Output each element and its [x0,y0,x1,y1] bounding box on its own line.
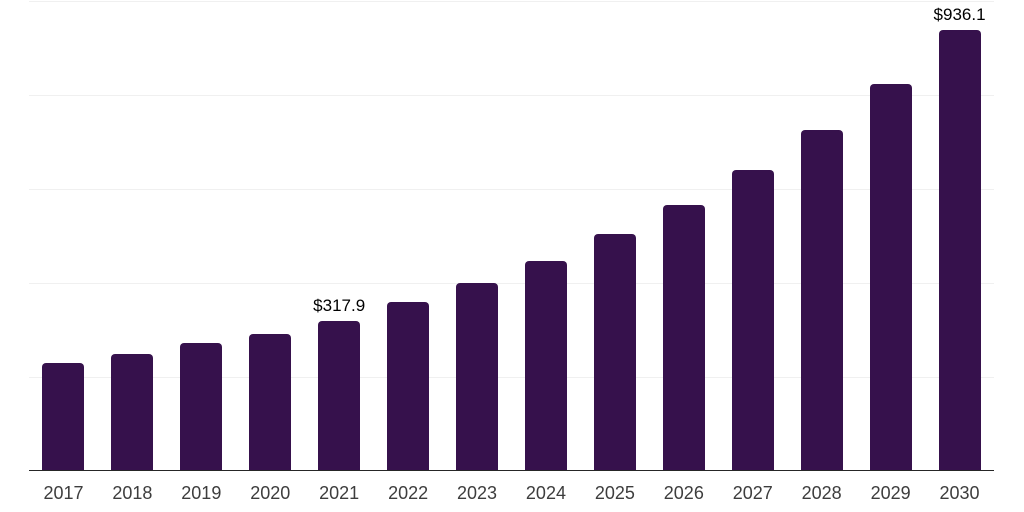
bar-2025 [593,234,636,470]
gridline-200 [29,377,994,378]
bar-2029 [869,84,912,470]
bar-2018 [111,353,154,470]
x-tick-2018: 2018 [112,483,153,503]
x-tick-2030: 2030 [939,483,980,503]
x-tick-2017: 2017 [43,483,84,503]
gridline-800 [29,95,994,96]
x-tick-2022: 2022 [388,483,429,503]
x-axis-line [29,470,994,471]
x-axis: 2017 2018 2019 2020 2021 2022 2023 2024 2025 2026… [29,482,994,508]
x-tick-2028: 2028 [801,483,842,503]
bar-2022 [387,302,430,470]
x-tick-2024: 2024 [525,483,566,503]
bar-2019 [180,343,223,470]
bar-2024 [524,260,567,470]
plot-area: $317.9 $936.1 [29,1,994,471]
x-tick-2029: 2029 [870,483,911,503]
bar-2027 [731,170,774,470]
x-tick-2021: 2021 [319,483,360,503]
bar-2030 [938,30,981,470]
value-label-2030: $936.1 [933,5,986,25]
bar-2023 [456,282,499,470]
gridline-400 [29,283,994,284]
bar-2021 [318,320,361,470]
bar-2026 [662,205,705,470]
bar-2028 [800,130,843,470]
gridline-600 [29,189,994,190]
x-tick-2026: 2026 [663,483,704,503]
gridline-1000 [29,1,994,2]
x-tick-2019: 2019 [181,483,222,503]
value-label-2021: $317.9 [313,295,366,315]
x-tick-2023: 2023 [457,483,498,503]
x-tick-2020: 2020 [250,483,291,503]
bar-2017 [42,362,85,470]
bar-2020 [249,333,292,470]
x-tick-2027: 2027 [732,483,773,503]
x-tick-2025: 2025 [594,483,635,503]
